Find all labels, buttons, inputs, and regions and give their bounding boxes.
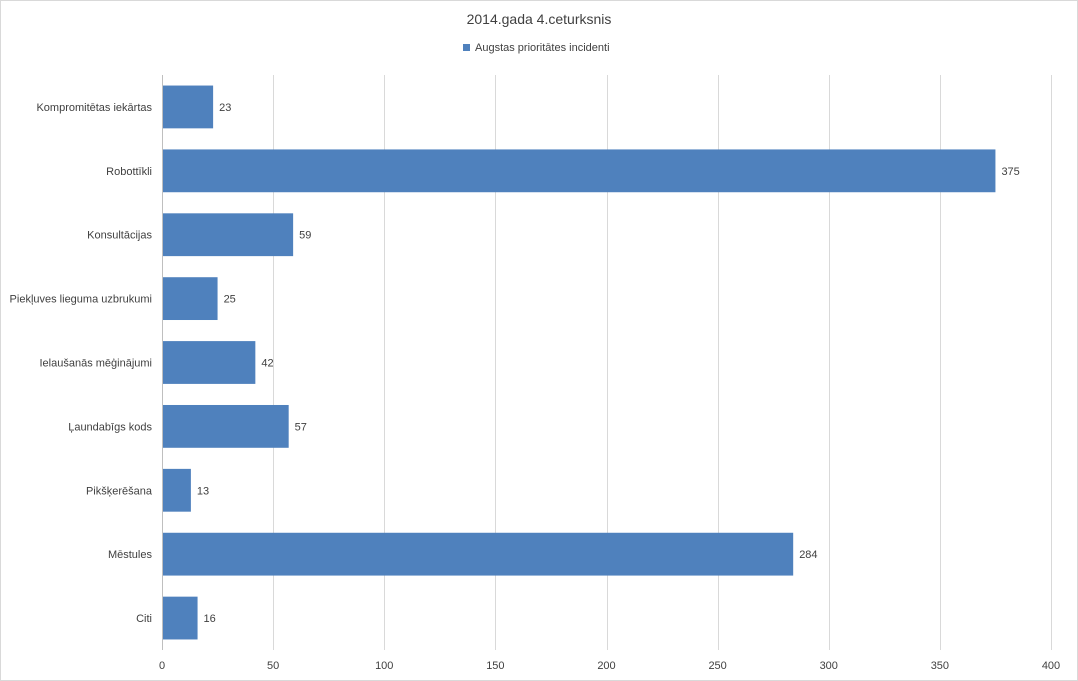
bar (163, 532, 794, 576)
category-label: Ļaundabīgs kods (68, 421, 152, 433)
category-label: Ielaušanās mēģinājumi (39, 357, 152, 370)
x-tick-label: 100 (375, 660, 393, 672)
category-label: Robottīkli (106, 166, 152, 178)
x-axis-tick-labels: 0 50 100 150 200 250 300 350 400 (159, 660, 1060, 672)
legend-swatch (463, 44, 470, 51)
data-label: 16 (204, 613, 216, 625)
bars (163, 85, 996, 640)
legend-label: Augstas prioritātes incidenti (475, 42, 610, 54)
bar (163, 85, 214, 129)
bar (163, 596, 198, 640)
data-label: 13 (197, 485, 209, 497)
category-label: Citi (136, 613, 152, 625)
category-label: Konsultācijas (87, 230, 152, 242)
legend: Augstas prioritātes incidenti (463, 42, 610, 54)
x-tick-label: 150 (486, 660, 504, 672)
data-label: 59 (299, 230, 311, 242)
x-tick-label: 50 (267, 660, 279, 672)
bar (163, 468, 191, 512)
bar (163, 277, 218, 321)
data-label: 57 (295, 421, 307, 433)
category-label: Mēstules (108, 549, 153, 561)
category-labels: Kompromitētas iekārtas Robottīkli Konsultā… (10, 102, 153, 625)
data-label: 284 (799, 549, 817, 561)
data-label: 42 (261, 358, 273, 370)
data-label: 375 (1001, 166, 1019, 178)
x-tick-label: 200 (597, 660, 615, 672)
bar (163, 341, 256, 384)
chart-title: 2014.gada 4.ceturksnis (467, 11, 612, 27)
bar (163, 149, 996, 193)
x-tick-label: 250 (708, 660, 726, 672)
data-label: 25 (224, 294, 236, 306)
x-tick-label: 400 (1042, 660, 1060, 672)
data-labels: 23 375 59 25 42 57 13 284 16 (197, 102, 1020, 625)
bar (163, 404, 289, 448)
x-tick-label: 350 (931, 660, 949, 672)
category-label: Piekļuves lieguma uzbrukumi (10, 294, 152, 306)
category-label: Pikšķerēšana (86, 485, 153, 497)
data-label: 23 (219, 102, 231, 114)
category-label: Kompromitētas iekārtas (36, 102, 152, 114)
x-tick-label: 0 (159, 660, 165, 672)
bar (163, 213, 294, 257)
x-tick-label: 300 (820, 660, 838, 672)
